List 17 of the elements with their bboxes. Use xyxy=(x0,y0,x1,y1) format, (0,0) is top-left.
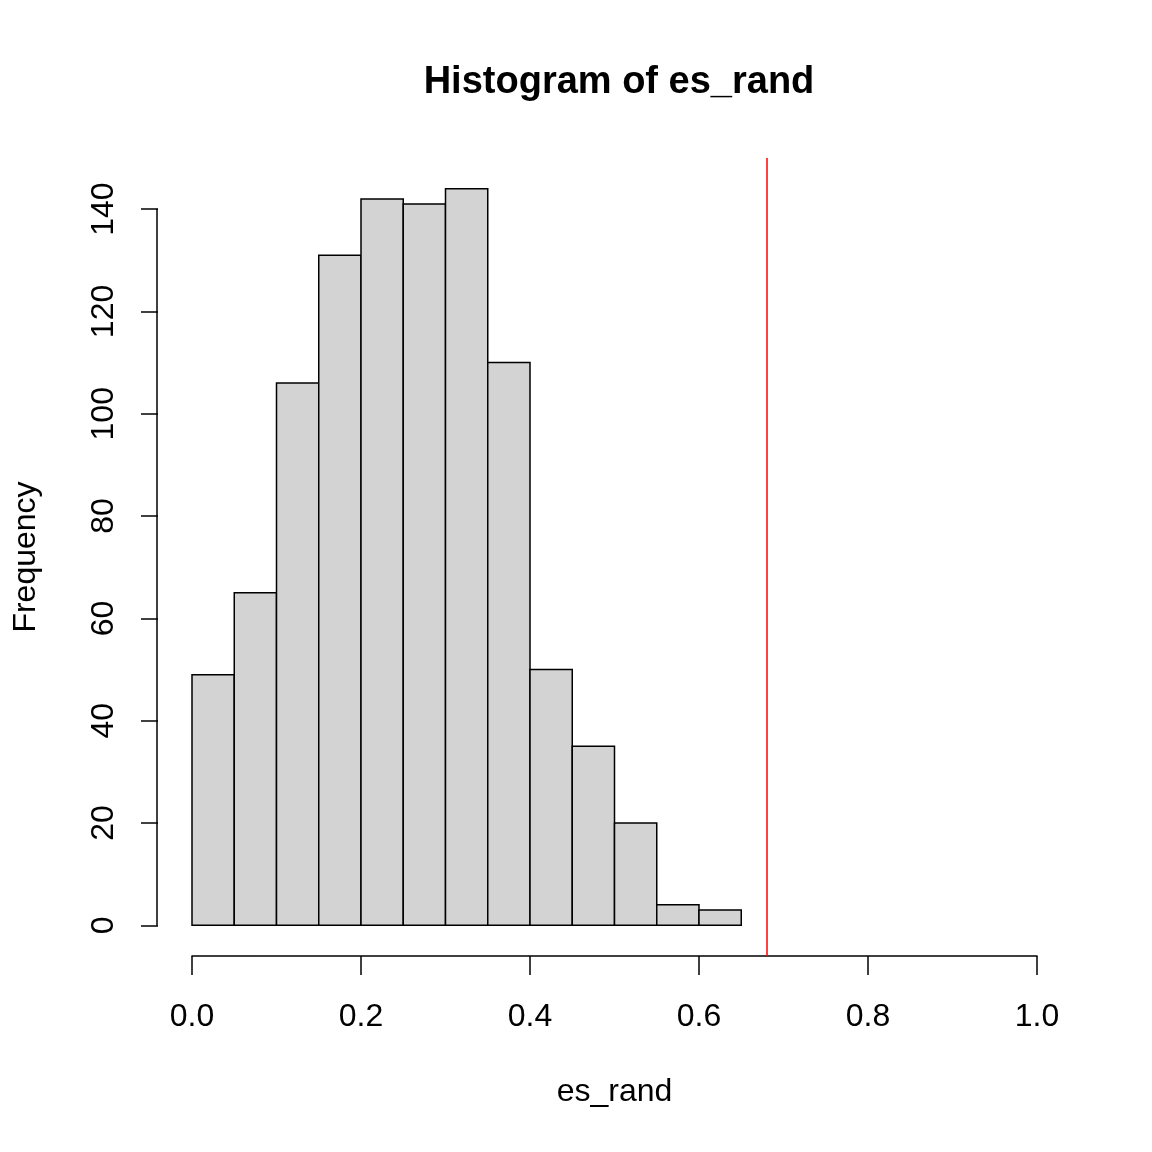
y-tick-label: 40 xyxy=(84,702,120,739)
y-tick-label: 80 xyxy=(84,498,120,534)
x-axis-title: es_rand xyxy=(556,1072,673,1108)
y-axis-title: Frequency xyxy=(6,481,42,633)
y-tick-label: 140 xyxy=(84,182,120,236)
y-tick-label: 100 xyxy=(84,387,120,441)
y-tick-label: 60 xyxy=(84,600,120,637)
x-tick-label: 0.0 xyxy=(169,997,215,1033)
y-tick-label: 120 xyxy=(84,284,120,339)
y-tick-label: 0 xyxy=(84,916,120,935)
x-tick-label: 0.6 xyxy=(676,997,722,1033)
x-tick-label: 0.4 xyxy=(507,997,553,1033)
chart-title: Histogram of es_rand xyxy=(423,59,815,101)
x-tick-label: 0.8 xyxy=(845,997,891,1033)
y-tick-label: 20 xyxy=(84,805,120,841)
x-tick-label: 0.2 xyxy=(338,997,384,1033)
x-tick-label: 1.0 xyxy=(1014,997,1060,1033)
